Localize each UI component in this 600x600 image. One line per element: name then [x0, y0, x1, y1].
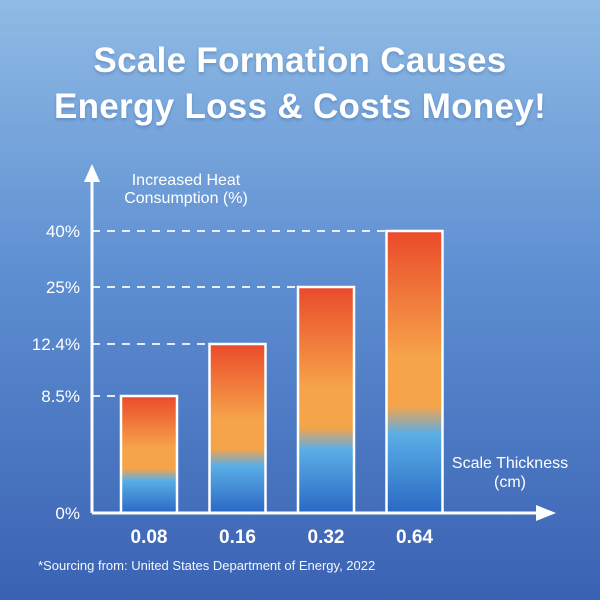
y-tick-label: 8.5%	[41, 387, 80, 406]
x-tick-label: 0.16	[219, 527, 256, 548]
x-axis-arrow	[536, 505, 556, 521]
y-tick-label: 12.4%	[32, 335, 80, 354]
bar-0.08	[119, 394, 179, 515]
bars	[119, 229, 444, 515]
x-axis-title-line-1: Scale Thickness	[452, 455, 568, 472]
title-line-2: Energy Loss & Costs Money!	[53, 87, 547, 126]
x-tick-labels: 0.08 0.16 0.32 0.64	[131, 527, 434, 548]
y-axis-arrow	[84, 164, 100, 182]
y-tick-label: 40%	[46, 222, 80, 241]
x-axis-title-line-2: (cm)	[494, 474, 526, 491]
title-line-1: Scale Formation Causes	[93, 41, 507, 80]
y-tick-label: 0%	[55, 504, 80, 523]
chart-title: Scale Formation Causes Energy Loss & Cos…	[0, 38, 600, 130]
bar-0.32	[296, 285, 356, 515]
source-note: *Sourcing from: United States Department…	[38, 558, 376, 573]
y-axis-title-line-1: Increased Heat	[132, 172, 241, 189]
bar-0.16	[208, 342, 267, 515]
y-tick-labels: 0% 8.5% 12.4% 25% 40%	[32, 222, 80, 523]
y-tick-label: 25%	[46, 278, 80, 297]
y-axis-title-line-2: Consumption (%)	[124, 190, 248, 207]
x-tick-label: 0.08	[131, 527, 168, 548]
bar-0.64	[385, 229, 444, 515]
reference-lines	[92, 230, 387, 397]
x-tick-label: 0.32	[308, 527, 345, 548]
x-tick-label: 0.64	[396, 527, 433, 548]
